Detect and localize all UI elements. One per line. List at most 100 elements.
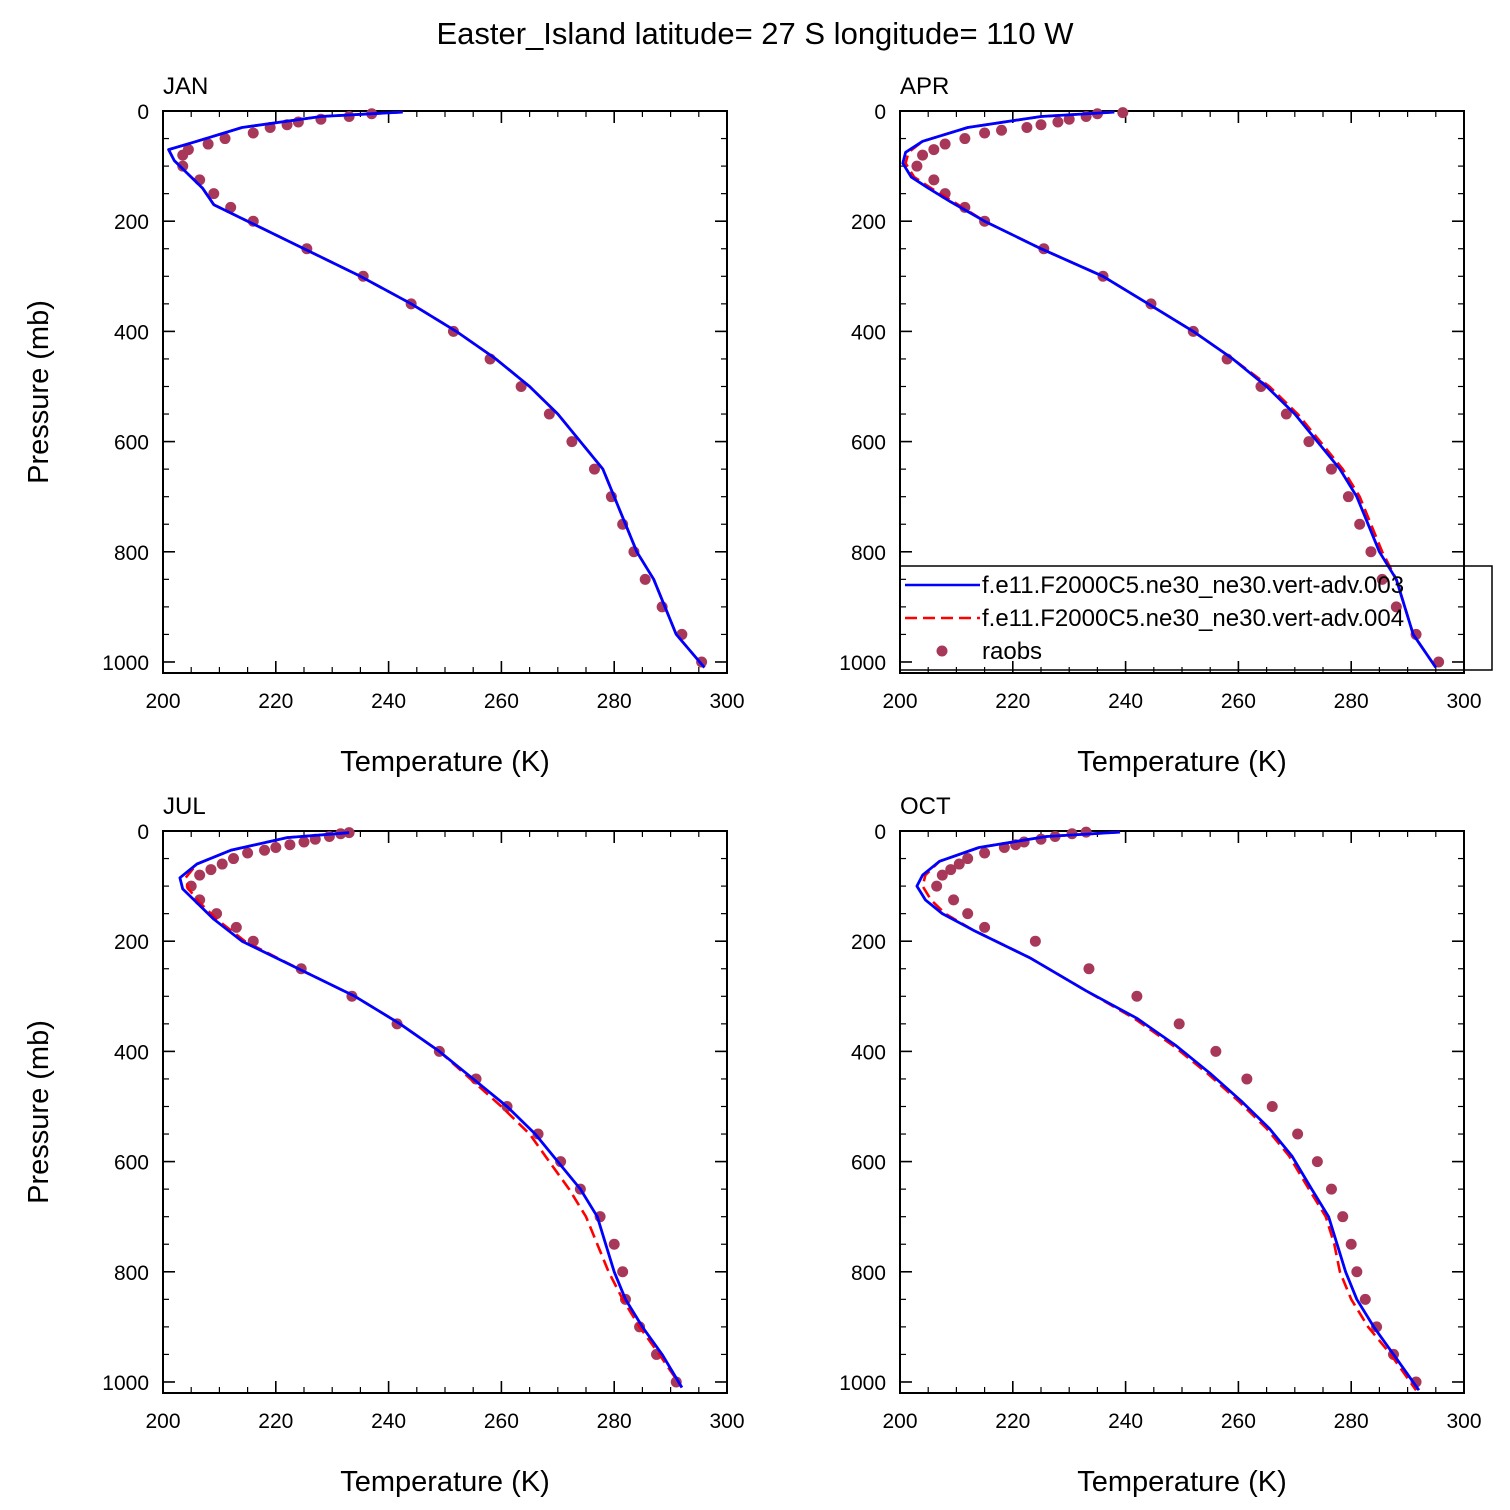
raobs-point	[1371, 1321, 1383, 1333]
panel-title: JAN	[163, 73, 208, 100]
panel-jul: 200 220 240 260 280 300 0 200 400 600 800 1000 JUL Te…	[23, 793, 745, 1498]
legend-box	[899, 565, 1493, 671]
raobs-point	[588, 463, 600, 475]
y-tick-label: 1000	[102, 1372, 149, 1395]
plot-area	[901, 107, 1445, 669]
raobs-point	[1325, 463, 1337, 475]
raobs-point	[1345, 1238, 1357, 1250]
plot-area	[915, 826, 1422, 1392]
x-tick-label: 260	[1221, 690, 1256, 713]
x-tick-label: 200	[145, 1410, 180, 1433]
y-tick-label: 0	[874, 101, 886, 124]
y-tick-label: 1000	[102, 652, 149, 675]
raobs-point	[979, 127, 991, 139]
legend-marker	[936, 645, 948, 657]
raobs-point	[639, 573, 651, 585]
y-axis-title: Pressure (mb)	[23, 1020, 55, 1204]
series-line-004	[921, 830, 1418, 1391]
y-tick-label: 1000	[839, 652, 886, 675]
y-axis-title: Pressure (mb)	[23, 300, 55, 484]
y-tick-label: 800	[114, 542, 149, 565]
raobs-point	[566, 436, 578, 448]
legend: f.e11.F2000C5.ne30_ne30.vert-adv.003 f.e1…	[899, 565, 1493, 671]
series-line-003	[901, 110, 1437, 669]
panel-title: OCT	[900, 793, 951, 820]
raobs-point	[1280, 408, 1292, 420]
figure-title: Easter_Island latitude= 27 S longitude= …	[436, 16, 1074, 51]
y-tick-label: 400	[114, 1041, 149, 1064]
series-line-003	[167, 110, 706, 669]
raobs-point	[230, 921, 242, 933]
x-tick-label: 300	[1446, 1410, 1481, 1433]
raobs-point	[1351, 1266, 1363, 1278]
y-tick-label: 200	[851, 211, 886, 234]
plot-area	[167, 108, 708, 669]
x-tick-label: 220	[258, 1410, 293, 1433]
legend-label: f.e11.F2000C5.ne30_ne30.vert-adv.004	[982, 605, 1404, 632]
raobs-point	[555, 1156, 567, 1168]
raobs-point	[979, 921, 991, 933]
raobs-point	[205, 864, 217, 876]
raobs-point	[1083, 963, 1095, 975]
raobs-point	[1210, 1045, 1222, 1057]
y-tick-label: 400	[851, 321, 886, 344]
raobs-point	[1325, 1183, 1337, 1195]
raobs-point	[1131, 990, 1143, 1002]
raobs-point	[1433, 656, 1445, 668]
raobs-point	[1241, 1073, 1253, 1085]
y-tick-label: 800	[851, 1262, 886, 1285]
series-line-004	[167, 110, 706, 669]
y-tick-label: 400	[114, 321, 149, 344]
raobs-point	[284, 839, 296, 851]
x-tick-label: 280	[597, 690, 632, 713]
series-line-003	[915, 830, 1421, 1392]
raobs-point	[1052, 116, 1064, 128]
panel-title: APR	[900, 73, 949, 100]
x-tick-label: 200	[145, 690, 180, 713]
raobs-point	[945, 864, 957, 876]
x-tick-label: 260	[484, 1410, 519, 1433]
raobs-point	[617, 1266, 629, 1278]
raobs-point	[608, 1238, 620, 1250]
x-tick-label: 240	[371, 690, 406, 713]
x-tick-label: 220	[995, 1410, 1030, 1433]
x-tick-label: 220	[258, 690, 293, 713]
raobs-point	[1311, 1156, 1323, 1168]
panel-title: JUL	[163, 793, 206, 820]
raobs-point	[1337, 1211, 1349, 1223]
x-tick-label: 300	[709, 690, 744, 713]
panel-apr: 200 220 240 260 280 300 0 200 400 600 800 1000 APR Te…	[839, 73, 1481, 778]
x-axis-title: Temperature (K)	[340, 1466, 550, 1498]
plot-frame	[899, 830, 1465, 1394]
raobs-point	[917, 149, 929, 161]
raobs-point	[948, 894, 960, 906]
raobs-point	[194, 869, 206, 881]
raobs-point	[1354, 518, 1366, 530]
raobs-point	[962, 853, 974, 865]
series-line-003	[178, 831, 684, 1389]
plot-frame	[162, 830, 728, 1394]
raobs-point	[936, 869, 948, 881]
x-tick-label: 260	[484, 690, 519, 713]
y-tick-label: 800	[114, 1262, 149, 1285]
raobs-point	[1117, 107, 1129, 119]
x-tick-label: 220	[995, 690, 1030, 713]
raobs-point	[208, 188, 220, 200]
raobs-point	[928, 174, 940, 186]
plot-area	[178, 827, 684, 1389]
x-axis-title: Temperature (K)	[1077, 1466, 1287, 1498]
x-tick-label: 280	[1334, 1410, 1369, 1433]
y-tick-label: 1000	[839, 1372, 886, 1395]
raobs-point	[953, 858, 965, 870]
y-tick-label: 600	[851, 432, 886, 455]
y-tick-label: 600	[114, 432, 149, 455]
y-tick-label: 600	[114, 1152, 149, 1175]
raobs-point	[1266, 1100, 1278, 1112]
raobs-point	[979, 847, 991, 859]
x-tick-label: 240	[1108, 1410, 1143, 1433]
raobs-point	[298, 836, 310, 848]
x-tick-label: 200	[882, 1410, 917, 1433]
raobs-point	[996, 124, 1008, 136]
y-tick-label: 200	[114, 211, 149, 234]
